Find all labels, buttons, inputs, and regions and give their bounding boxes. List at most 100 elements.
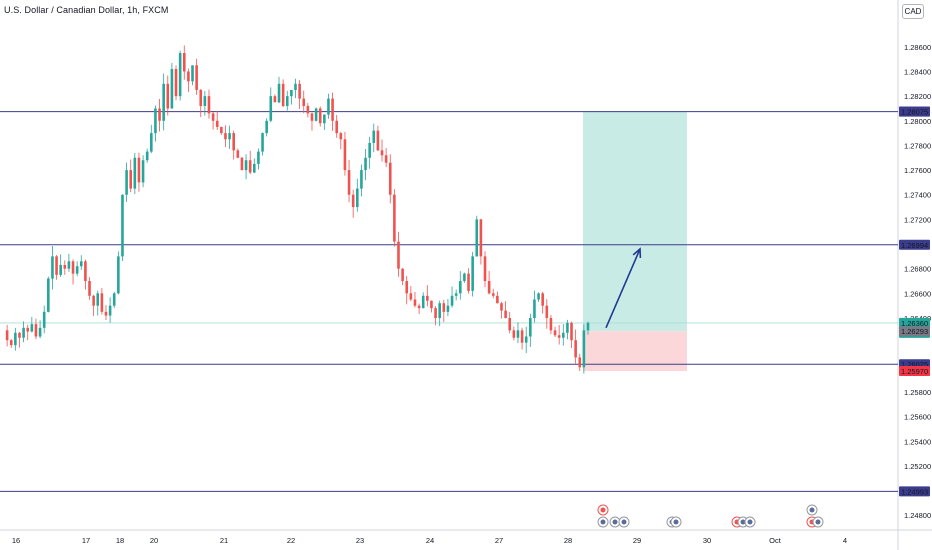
level-price-label-bg bbox=[899, 239, 930, 250]
y-tick-label: 1.27400 bbox=[904, 191, 931, 200]
x-tick-label: Oct bbox=[769, 536, 782, 545]
candle-body bbox=[79, 261, 83, 267]
candle-body bbox=[409, 293, 413, 300]
candle-body bbox=[434, 308, 437, 318]
y-tick-label: 1.26800 bbox=[904, 265, 931, 274]
candle-body bbox=[285, 96, 289, 106]
candle-body bbox=[121, 194, 124, 257]
projection-arrow[interactable] bbox=[605, 248, 641, 329]
candle-body bbox=[22, 327, 25, 338]
candle-body bbox=[75, 266, 79, 274]
entry-price-label-bg bbox=[899, 326, 930, 337]
candle-body bbox=[533, 299, 536, 318]
candle-body bbox=[224, 133, 227, 140]
candle-body bbox=[112, 293, 116, 306]
candle-body bbox=[442, 303, 446, 312]
y-tick-label: 1.27600 bbox=[904, 166, 931, 175]
candle-body bbox=[63, 265, 67, 269]
candle-body bbox=[384, 155, 388, 163]
candle-body bbox=[195, 65, 198, 90]
candle-body bbox=[265, 120, 268, 134]
flag-dot bbox=[809, 507, 815, 513]
y-tick-label: 1.27800 bbox=[904, 141, 931, 150]
x-tick-label: 28 bbox=[564, 536, 572, 545]
candle-body bbox=[30, 324, 34, 332]
candle-body bbox=[446, 305, 450, 312]
candle-body bbox=[368, 142, 371, 158]
candle-body bbox=[9, 340, 13, 346]
candle-body bbox=[253, 163, 256, 173]
candle-body bbox=[158, 108, 161, 121]
candle-body bbox=[55, 256, 58, 275]
projection-arrow-head bbox=[632, 247, 642, 259]
x-tick-label: 27 bbox=[495, 536, 503, 545]
candle-body bbox=[150, 133, 153, 152]
candle-body bbox=[508, 318, 512, 331]
candle-body bbox=[426, 295, 429, 301]
flag-dot bbox=[612, 519, 618, 525]
candle-body bbox=[323, 114, 326, 124]
candle-body bbox=[261, 133, 264, 152]
candle-body bbox=[545, 305, 549, 318]
y-tick-label: 1.26600 bbox=[904, 289, 931, 298]
currency-badge[interactable]: CAD bbox=[902, 4, 924, 19]
candle-body bbox=[557, 335, 561, 338]
y-tick-label: 1.28400 bbox=[904, 67, 931, 76]
candle-body bbox=[84, 261, 87, 282]
candle-body bbox=[351, 194, 355, 208]
candle-body bbox=[166, 83, 170, 109]
candle-body bbox=[42, 311, 46, 328]
candle-body bbox=[397, 241, 400, 269]
entry-price-label: 1.26293 bbox=[901, 327, 928, 336]
candle-body bbox=[141, 160, 145, 183]
candle-body bbox=[516, 330, 520, 338]
candle-body bbox=[430, 300, 433, 309]
flag-dot bbox=[815, 519, 821, 525]
candle-body bbox=[529, 318, 532, 337]
flag-dot bbox=[621, 519, 627, 525]
level-price-label: 1.26025 bbox=[901, 360, 928, 369]
candle-body bbox=[257, 151, 260, 164]
flag-dot bbox=[740, 519, 746, 525]
candle-body bbox=[34, 324, 38, 337]
candle-body bbox=[471, 256, 474, 291]
candle-body bbox=[388, 162, 392, 195]
y-tick-label: 1.25800 bbox=[904, 388, 931, 397]
candle-body bbox=[92, 295, 95, 306]
candle-body bbox=[269, 96, 273, 121]
candle-body bbox=[380, 150, 384, 156]
candle-body bbox=[182, 53, 186, 72]
y-tick-label: 1.27200 bbox=[904, 215, 931, 224]
candle-body bbox=[524, 336, 528, 343]
x-tick-label: 30 bbox=[703, 536, 711, 545]
candle-body bbox=[96, 293, 100, 306]
stop-price-label-bg bbox=[899, 366, 930, 376]
candle-body bbox=[327, 98, 330, 115]
candle-body bbox=[236, 150, 240, 158]
candle-body bbox=[417, 305, 421, 309]
candle-body bbox=[298, 83, 301, 99]
candle-body bbox=[302, 98, 306, 106]
candle-body bbox=[310, 113, 314, 121]
candle-body bbox=[170, 69, 174, 109]
x-tick-label: 17 bbox=[82, 536, 90, 545]
candle-body bbox=[467, 273, 470, 291]
candle-body bbox=[520, 330, 524, 343]
current-price-label: 1.26360 bbox=[901, 319, 928, 328]
candle-body bbox=[582, 330, 586, 368]
y-tick-label: 1.24800 bbox=[904, 511, 931, 520]
candle-body bbox=[549, 318, 553, 331]
candle-body bbox=[458, 281, 462, 294]
candle-body bbox=[67, 261, 71, 269]
y-tick-label: 1.25400 bbox=[904, 437, 931, 446]
target-zone bbox=[583, 111, 687, 332]
candle-body bbox=[191, 65, 194, 82]
x-tick-label: 4 bbox=[843, 536, 847, 545]
candle-body bbox=[240, 157, 244, 171]
target-price-label: 1.28075 bbox=[901, 108, 928, 117]
candle-body bbox=[331, 98, 334, 121]
candle-body bbox=[376, 130, 380, 151]
candle-body bbox=[479, 219, 483, 257]
target-price-label-bg bbox=[899, 106, 930, 117]
